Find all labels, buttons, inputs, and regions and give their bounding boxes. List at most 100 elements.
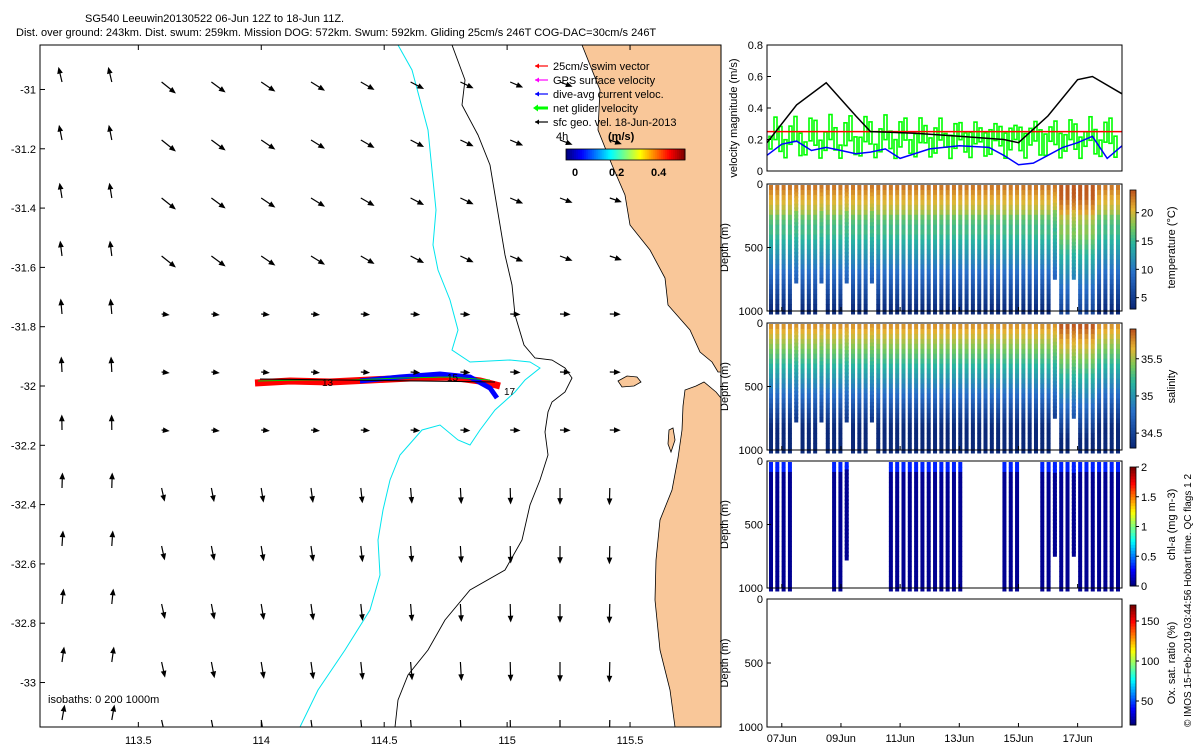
section-sample	[1027, 249, 1032, 255]
section-sample	[863, 204, 868, 211]
section-sample	[775, 418, 780, 424]
section-sample	[1052, 551, 1057, 557]
section-sample	[989, 304, 994, 310]
section-sample	[787, 428, 792, 434]
section-sample	[951, 289, 956, 295]
section-sample	[863, 353, 868, 360]
section-sample	[794, 357, 799, 363]
section-sample	[926, 571, 931, 577]
section-sample	[914, 551, 919, 557]
colorbar-cell	[1130, 210, 1136, 215]
section-sample	[1027, 333, 1032, 340]
section-sample	[813, 383, 818, 390]
section-sample	[901, 304, 906, 310]
section-sample	[838, 204, 843, 211]
section-sample	[775, 541, 780, 547]
section-sample	[1097, 189, 1102, 196]
section-sample	[832, 556, 837, 562]
net-velocity-bar	[1068, 119, 1073, 141]
section-sample	[1065, 249, 1070, 255]
section-sample	[851, 433, 856, 439]
section-sample	[1116, 378, 1120, 385]
net-velocity-bar	[963, 132, 968, 153]
section-sample	[945, 408, 950, 414]
section-sample	[1090, 204, 1095, 211]
section-sample	[958, 481, 963, 488]
section-sample	[863, 388, 868, 394]
map-colorbar	[566, 149, 686, 160]
section-sample	[989, 309, 994, 315]
section-sample	[1109, 185, 1114, 191]
section-sample	[1052, 536, 1057, 543]
section-sample	[1097, 294, 1102, 300]
map-colorbar-cell	[683, 149, 686, 160]
section-sample	[933, 408, 938, 414]
section-sample	[1109, 481, 1114, 488]
section-sample	[857, 348, 862, 355]
section-sample	[851, 214, 856, 221]
section-sample	[1059, 304, 1064, 310]
section-sample	[1090, 506, 1095, 513]
section-sample	[1033, 393, 1038, 399]
section-sample	[769, 269, 773, 275]
section-sample	[1021, 219, 1026, 226]
section-sample	[794, 364, 799, 371]
section-sample	[1103, 368, 1108, 375]
velocity-arrow	[60, 646, 67, 663]
section-sample	[1059, 194, 1064, 201]
section-sample	[775, 526, 780, 532]
section-sample	[1071, 331, 1076, 337]
section-sample	[869, 372, 874, 378]
section-sample	[844, 387, 849, 393]
section-sample	[951, 264, 956, 270]
section-sample	[907, 309, 912, 315]
section-sample	[945, 324, 950, 330]
section-sample	[787, 239, 792, 246]
section-sample	[1046, 501, 1051, 508]
section-sample	[825, 269, 830, 275]
colorbar-cell	[1130, 358, 1136, 363]
section-sample	[1103, 531, 1108, 537]
section-sample	[876, 244, 881, 251]
section-sample	[933, 501, 938, 508]
section-sample	[769, 259, 773, 265]
section-sample	[1008, 363, 1013, 370]
section-sample	[1071, 366, 1076, 373]
section-sample	[1052, 406, 1057, 412]
colorbar-cell	[1130, 722, 1136, 726]
section-sample	[907, 259, 912, 265]
section-sample	[1116, 398, 1120, 404]
velocity-arrow	[360, 139, 375, 148]
section-sample	[914, 418, 919, 424]
section-sample	[996, 259, 1001, 265]
section-sample	[939, 254, 944, 260]
section-sample	[970, 244, 975, 251]
section-sample	[869, 405, 874, 412]
map-xtick-label: 114.5	[371, 735, 398, 747]
section-sample	[1040, 224, 1045, 231]
section-sample	[977, 443, 982, 449]
section-sample	[951, 209, 956, 216]
section-sample	[895, 254, 900, 260]
section-sample	[907, 408, 912, 414]
section-sample	[933, 546, 938, 552]
section-sample	[1008, 254, 1013, 260]
section-sample	[863, 289, 868, 295]
section-sample	[996, 368, 1001, 375]
section-sample	[1059, 368, 1064, 375]
section-sample	[1059, 324, 1064, 330]
section-sample	[1116, 368, 1120, 375]
section-sample	[775, 294, 780, 300]
section-sample	[933, 189, 938, 196]
section-sample	[863, 328, 868, 335]
section-sample	[983, 224, 988, 231]
section-sample	[1008, 199, 1013, 206]
section-sample	[933, 443, 938, 449]
colorbar-cell	[1130, 689, 1136, 693]
section-sample	[977, 343, 982, 350]
section-sample	[1002, 462, 1007, 468]
section-sample	[869, 331, 874, 337]
section-sample	[1008, 279, 1013, 285]
map-colorbar-cell	[649, 149, 652, 160]
section-sample	[819, 233, 824, 239]
